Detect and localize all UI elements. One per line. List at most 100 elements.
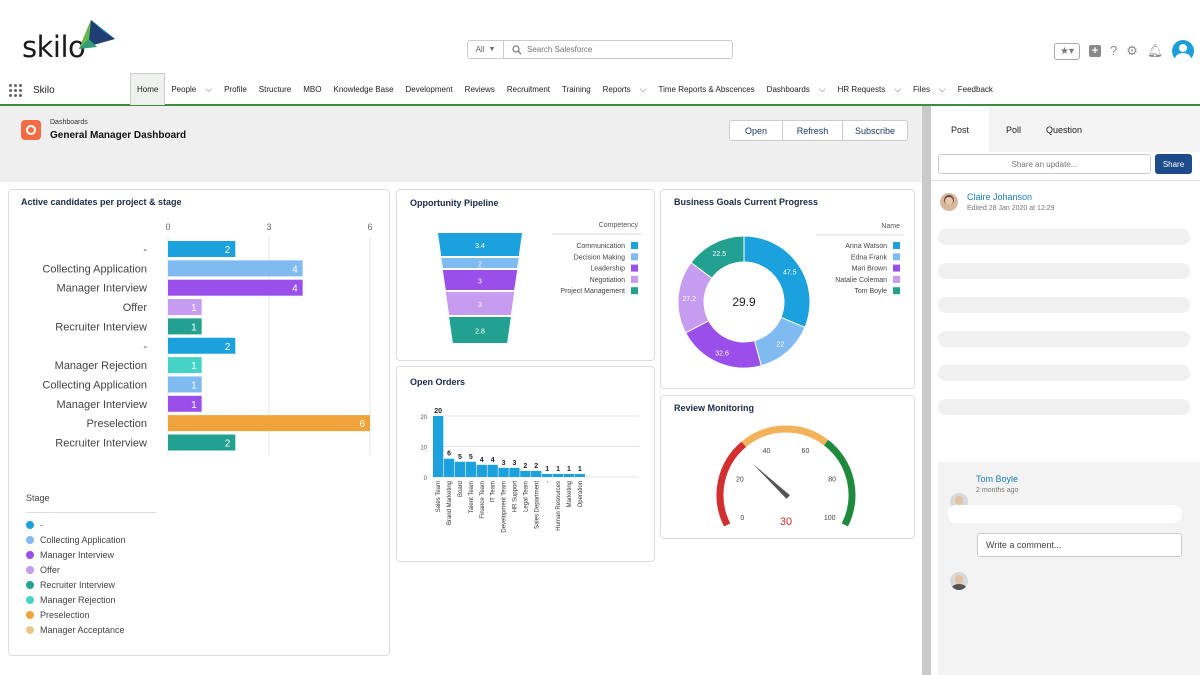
app-launcher-icon[interactable] bbox=[9, 84, 22, 97]
legend-item[interactable]: Collecting Application bbox=[26, 532, 126, 547]
gear-icon[interactable]: ⚙ bbox=[1126, 43, 1138, 58]
gauge-tick-label: 0 bbox=[740, 515, 744, 522]
bar[interactable] bbox=[168, 299, 202, 316]
bar[interactable] bbox=[168, 434, 236, 451]
tab-poll[interactable]: Poll bbox=[1006, 125, 1022, 135]
comment-input[interactable]: Write a comment... bbox=[977, 533, 1182, 557]
bar[interactable] bbox=[509, 467, 520, 477]
bar[interactable] bbox=[563, 473, 575, 477]
tab-files[interactable]: Files ⌵ bbox=[907, 73, 952, 105]
bar[interactable] bbox=[168, 260, 303, 277]
bar[interactable] bbox=[168, 279, 303, 296]
legend-item[interactable]: Recruiter Interview bbox=[26, 577, 126, 592]
share-button[interactable]: Share bbox=[1155, 154, 1192, 174]
tab-home[interactable]: Home bbox=[130, 73, 166, 105]
user-avatar[interactable] bbox=[1172, 40, 1195, 62]
funnel-segment[interactable] bbox=[442, 270, 518, 290]
tab-recruitment[interactable]: Recruitment bbox=[501, 73, 556, 105]
legend-item[interactable]: Manager Interview bbox=[26, 547, 126, 562]
chevron-down-icon[interactable]: ⌵ bbox=[938, 83, 946, 94]
chevron-down-icon[interactable]: ⌵ bbox=[205, 83, 213, 94]
legend-swatch bbox=[26, 535, 34, 544]
panel-divider[interactable] bbox=[922, 106, 931, 675]
tab-profile[interactable]: Profile bbox=[218, 73, 253, 105]
tab-development[interactable]: Development bbox=[400, 73, 459, 105]
bar[interactable] bbox=[454, 461, 466, 477]
legend-swatch bbox=[26, 550, 34, 559]
legend-label: Leadership bbox=[590, 266, 625, 273]
bar[interactable] bbox=[168, 357, 202, 374]
share-update-input[interactable]: Share an update... bbox=[938, 154, 1151, 174]
add-icon[interactable]: + bbox=[1089, 45, 1101, 57]
chevron-down-icon[interactable]: ⌵ bbox=[639, 83, 647, 94]
bar[interactable] bbox=[443, 458, 455, 477]
help-icon[interactable]: ? bbox=[1110, 43, 1118, 58]
search-scope-select[interactable]: All ▼ bbox=[468, 41, 504, 58]
legend-item[interactable]: Preselection bbox=[26, 607, 126, 622]
bar-value-label: 1 bbox=[556, 466, 560, 473]
tab-structure[interactable]: Structure bbox=[253, 73, 297, 105]
bar[interactable] bbox=[531, 470, 542, 477]
tab-dashboards[interactable]: Dashboards ⌵ bbox=[761, 73, 832, 105]
open-button[interactable]: Open bbox=[730, 121, 783, 140]
legend-item[interactable]: Manager Rejection bbox=[26, 592, 126, 607]
bar[interactable] bbox=[552, 473, 564, 477]
bar[interactable] bbox=[168, 337, 236, 354]
donut-slice[interactable] bbox=[743, 235, 811, 329]
comment-author-name[interactable]: Tom Boyle bbox=[976, 474, 1019, 484]
donut-slice[interactable] bbox=[684, 320, 762, 369]
bar[interactable] bbox=[465, 461, 476, 477]
bar-value-label: 1 bbox=[191, 361, 197, 372]
post-author-name[interactable]: Claire Johanson bbox=[967, 192, 1033, 202]
comment-meta: 2 months ago bbox=[976, 487, 1019, 494]
bar[interactable] bbox=[168, 318, 202, 335]
tab-post[interactable]: Post bbox=[951, 125, 970, 135]
tab-people[interactable]: People ⌵ bbox=[165, 73, 218, 105]
bar[interactable] bbox=[487, 464, 498, 477]
chevron-down-icon[interactable]: ⌵ bbox=[818, 83, 826, 94]
tab-reviews[interactable]: Reviews bbox=[459, 73, 501, 105]
legend-item[interactable]: - bbox=[26, 517, 126, 532]
search-input[interactable] bbox=[527, 45, 727, 54]
bar[interactable] bbox=[520, 470, 531, 477]
breadcrumb[interactable]: Dashboards bbox=[50, 119, 88, 126]
bar-category-label: Recruiter Interview bbox=[55, 321, 147, 333]
post-author-avatar[interactable] bbox=[940, 193, 958, 211]
tab-question[interactable]: Question bbox=[1046, 125, 1083, 135]
favorites-button[interactable]: ★▾ bbox=[1054, 42, 1080, 60]
legend-item[interactable]: Manager Acceptance bbox=[26, 622, 126, 637]
tab-reports[interactable]: Reports ⌵ bbox=[597, 73, 653, 105]
bell-icon[interactable]: 🔔︎ bbox=[1146, 43, 1164, 58]
bar[interactable] bbox=[542, 473, 553, 477]
donut-slice[interactable] bbox=[690, 235, 745, 279]
bar[interactable] bbox=[498, 467, 509, 477]
bar[interactable] bbox=[433, 416, 444, 477]
bar[interactable] bbox=[168, 241, 236, 257]
funnel-segment[interactable] bbox=[441, 258, 519, 268]
bar[interactable] bbox=[476, 464, 487, 477]
bar[interactable] bbox=[168, 415, 370, 432]
funnel-segment[interactable] bbox=[438, 233, 522, 256]
candidates-chart: 0 3 6 - 2 Collecting Application 4 Manager Inte… bbox=[42, 222, 373, 455]
funnel-segment[interactable] bbox=[449, 317, 511, 343]
tab-mbo[interactable]: MBO bbox=[297, 73, 327, 105]
legend-item[interactable]: Offer bbox=[26, 562, 126, 577]
gauge-band bbox=[741, 425, 829, 448]
subscribe-button[interactable]: Subscribe bbox=[854, 125, 896, 136]
gauge-tick-label: 80 bbox=[828, 476, 836, 483]
tab-hr-requests[interactable]: HR Requests ⌵ bbox=[832, 73, 907, 105]
tab-time-reports-abscences[interactable]: Time Reports & Abscences bbox=[652, 73, 760, 105]
loading-placeholder bbox=[938, 399, 1190, 415]
refresh-button[interactable]: Refresh bbox=[783, 121, 843, 140]
tab-feedback[interactable]: Feedback bbox=[952, 73, 999, 105]
legend-swatch bbox=[26, 625, 34, 634]
funnel-segment[interactable] bbox=[445, 292, 515, 315]
bar[interactable] bbox=[168, 395, 202, 412]
logo[interactable]: skilo bbox=[22, 30, 86, 64]
legend-swatch bbox=[893, 253, 900, 261]
tab-knowledge-base[interactable]: Knowledge Base bbox=[327, 73, 399, 105]
bar[interactable] bbox=[574, 473, 585, 477]
tab-training[interactable]: Training bbox=[556, 73, 597, 105]
bar[interactable] bbox=[168, 376, 202, 393]
chevron-down-icon[interactable]: ⌵ bbox=[894, 83, 902, 94]
